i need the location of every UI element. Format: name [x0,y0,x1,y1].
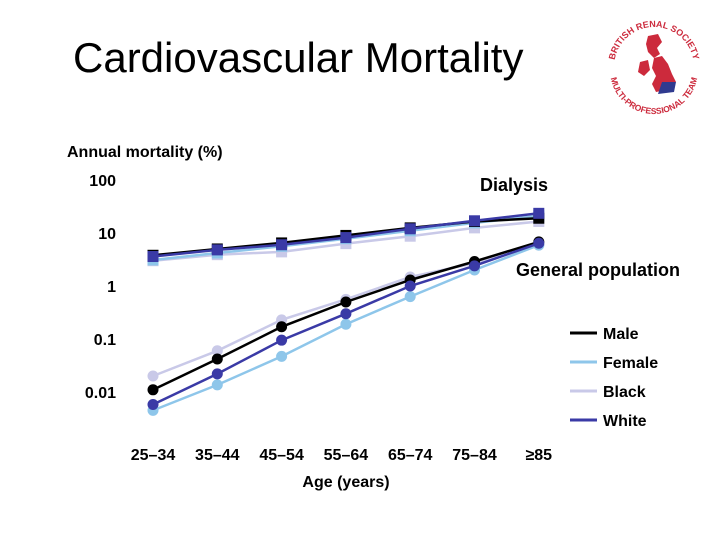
x-tick-label: 55–64 [324,447,369,464]
legend-label-white: White [603,413,647,430]
data-point-dialysis-white [533,207,545,219]
data-point-general-population-female [276,350,288,362]
data-point-general-population-white [533,237,545,249]
data-point-general-population-white [211,368,223,380]
y-tick-label: 1 [107,279,116,296]
x-tick-label: ≥85 [526,447,553,464]
data-point-general-population-male [211,353,223,365]
data-point-general-population-female [211,379,223,391]
data-point-general-population-white [404,280,416,292]
annotation-general-population: General population [516,260,680,280]
data-point-dialysis-white [340,232,352,244]
y-tick-label: 0.1 [94,332,116,349]
data-point-general-population-male [340,296,352,308]
series-dialysis-white [147,207,545,263]
data-point-general-population-male [147,384,159,396]
data-point-general-population-black [211,345,223,357]
y-tick-label: 100 [89,173,116,190]
data-point-dialysis-black [276,246,288,258]
data-point-dialysis-white [469,215,480,227]
y-tick-labels: 100 10 1 0.1 0.01 [85,173,116,402]
x-tick-label: 35–44 [195,447,240,464]
legend-label-male: Male [603,326,639,343]
series-general-population-female [147,239,545,416]
data-point-general-population-black [147,370,159,382]
data-point-general-population-female [404,291,416,303]
british-renal-society-logo: BRITISH RENAL SOCIETY MULTI-PROFESSIONAL… [607,19,702,116]
data-point-dialysis-white [147,251,159,263]
series-lines [147,207,545,416]
annotation-dialysis: Dialysis [480,175,548,195]
data-point-general-population-white [469,260,480,272]
x-tick-label: 25–34 [131,447,176,464]
data-point-general-population-white [340,308,352,320]
legend: Male Female Black White [570,326,658,430]
y-axis-title: Annual mortality (%) [67,144,223,161]
data-point-general-population-male [276,321,288,333]
data-point-dialysis-white [276,239,288,251]
x-axis-title: Age (years) [302,474,389,491]
y-tick-label: 0.01 [85,385,116,402]
data-point-general-population-female [340,318,352,330]
x-tick-label: 65–74 [388,447,433,464]
legend-label-female: Female [603,355,658,372]
y-tick-label: 10 [98,226,116,243]
data-point-dialysis-white [211,244,223,256]
legend-label-black: Black [603,384,646,401]
data-point-general-population-white [147,399,159,411]
x-tick-label: 75–84 [452,447,497,464]
x-tick-labels: 25–34 35–44 45–54 55–64 65–74 75–84 ≥85 [131,447,552,464]
data-point-dialysis-white [404,223,416,235]
series-general-population-white [147,237,545,411]
slide-title: Cardiovascular Mortality [73,34,524,81]
data-point-general-population-white [276,334,288,346]
x-tick-label: 45–54 [259,447,304,464]
